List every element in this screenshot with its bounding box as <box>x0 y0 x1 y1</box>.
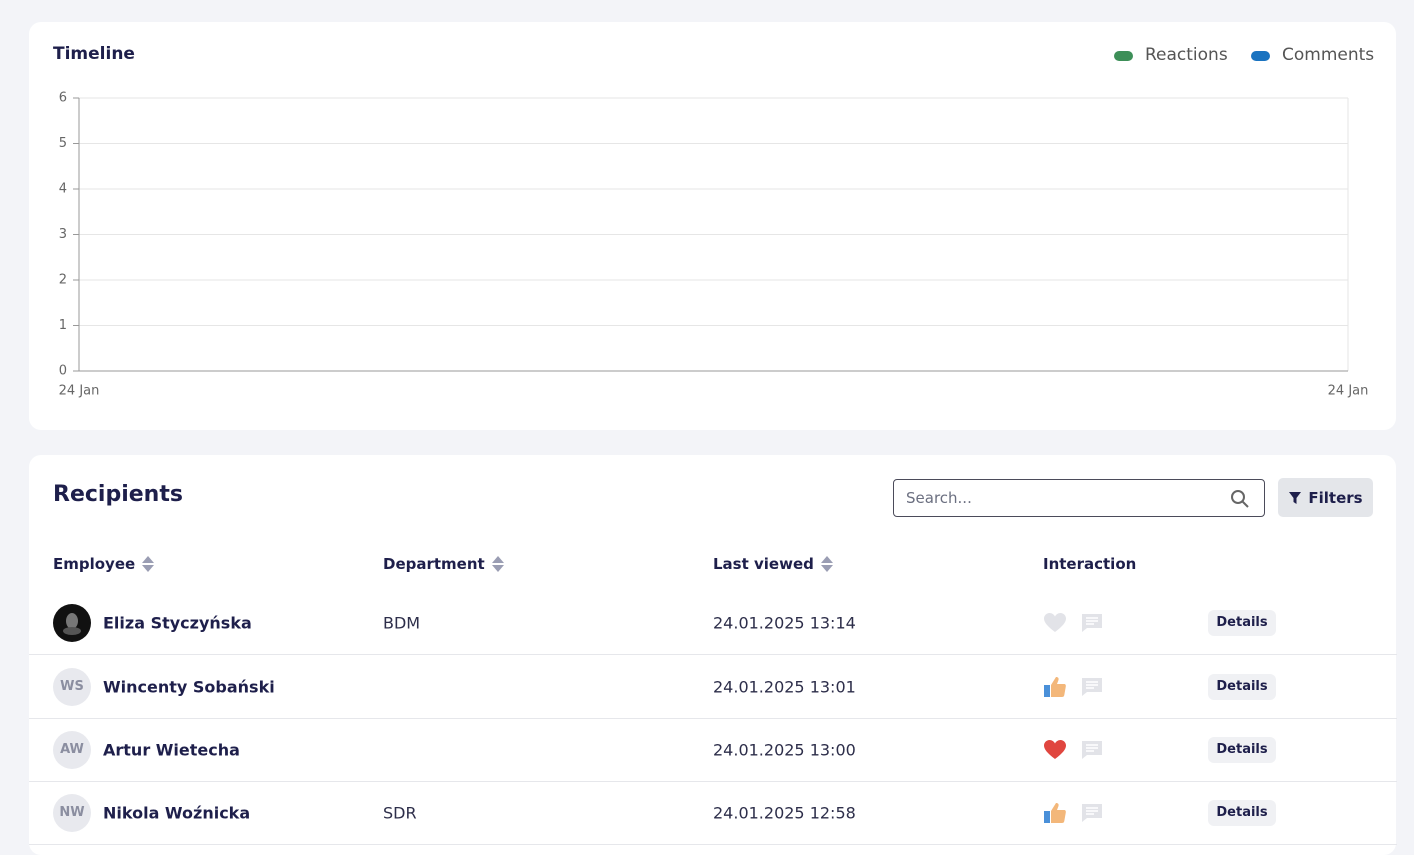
department: BDM <box>383 613 421 632</box>
like-icon <box>1044 802 1066 823</box>
employee-name: Nikola Woźnicka <box>103 803 251 822</box>
filters-button[interactable]: Filters <box>1278 478 1373 517</box>
legend-label: Reactions <box>1145 45 1228 65</box>
page: Timeline 0 1 2 3 4 5 6 24 Jan 24 Jan Reactions Com… <box>29 22 1397 855</box>
legend-label: Comments <box>1282 45 1374 65</box>
like-icon <box>1044 676 1066 697</box>
last-viewed: 24.01.2025 13:00 <box>713 740 856 759</box>
interaction <box>1043 612 1103 634</box>
last-viewed: 24.01.2025 12:58 <box>713 803 856 822</box>
y-tick-label: 1 <box>59 318 67 333</box>
interaction <box>1043 676 1103 698</box>
employee-name: Eliza Styczyńska <box>103 613 252 632</box>
search-icon <box>1231 490 1249 508</box>
y-tick-label: 0 <box>59 364 67 379</box>
sort-icon <box>142 556 155 572</box>
employee-name: Artur Wietecha <box>103 740 240 759</box>
filters-label: Filters <box>1308 488 1363 507</box>
filter-icon <box>1289 491 1302 504</box>
avatar-initials: AW <box>53 730 91 769</box>
column-label: Employee <box>53 555 136 573</box>
legend-swatch <box>1251 51 1270 61</box>
legend-swatch <box>1114 51 1133 61</box>
recipients-card <box>29 455 1396 855</box>
x-tick-label: 24 Jan <box>1328 384 1369 399</box>
comment-icon <box>1082 677 1102 696</box>
column-header[interactable]: Department <box>383 555 505 573</box>
timeline-card <box>29 22 1396 430</box>
avatar-initials: NW <box>53 793 91 832</box>
department: SDR <box>383 803 417 822</box>
comment-icon <box>1082 613 1102 632</box>
search-input[interactable]: Search... <box>893 479 1265 517</box>
details-button[interactable]: Details <box>1208 609 1276 636</box>
y-tick-label: 3 <box>59 227 67 242</box>
chart-title: Timeline <box>53 44 135 64</box>
y-tick-label: 6 <box>59 91 67 106</box>
employee-name: Wincenty Sobański <box>103 677 275 696</box>
details-button[interactable]: Details <box>1208 673 1276 700</box>
interaction <box>1043 802 1103 824</box>
table-row: Eliza Styczyńska BDM 24.01.2025 13:14 De… <box>29 591 1397 655</box>
column-label: Interaction <box>1043 555 1137 573</box>
interaction <box>1043 739 1103 761</box>
sort-icon <box>820 556 833 572</box>
heart-icon <box>1044 739 1066 759</box>
y-tick-label: 5 <box>59 136 67 151</box>
column-header[interactable]: Last viewed <box>713 555 834 573</box>
chart: Timeline 0 1 2 3 4 5 6 24 Jan 24 Jan Reactions Com… <box>53 44 1374 399</box>
table-row: WS Wincenty Sobański 24.01.2025 13:01 De… <box>29 655 1397 719</box>
y-tick-label: 2 <box>59 273 67 288</box>
last-viewed: 24.01.2025 13:01 <box>713 677 856 696</box>
details-button[interactable]: Details <box>1208 799 1276 826</box>
column-header[interactable]: Employee <box>53 555 155 573</box>
details-button[interactable]: Details <box>1208 736 1276 763</box>
avatar-photo <box>53 603 91 642</box>
last-viewed: 24.01.2025 13:14 <box>713 613 856 632</box>
column-label: Department <box>383 555 485 573</box>
sort-icon <box>491 556 504 572</box>
comment-icon <box>1082 803 1102 822</box>
search-placeholder: Search... <box>906 489 972 507</box>
y-tick-label: 4 <box>59 182 67 197</box>
section-title: Recipients <box>53 482 183 507</box>
x-tick-label: 24 Jan <box>59 384 100 399</box>
comment-icon <box>1082 740 1102 759</box>
photo <box>63 612 81 635</box>
table-row: NW Nikola Woźnicka SDR 24.01.2025 12:58 … <box>29 781 1397 845</box>
heart-icon-empty <box>1044 612 1066 632</box>
avatar-initials: WS <box>53 667 91 706</box>
table-row: AW Artur Wietecha 24.01.2025 13:00 Detai… <box>29 718 1397 782</box>
column-label: Last viewed <box>713 555 814 573</box>
column-header: Interaction <box>1043 555 1136 573</box>
